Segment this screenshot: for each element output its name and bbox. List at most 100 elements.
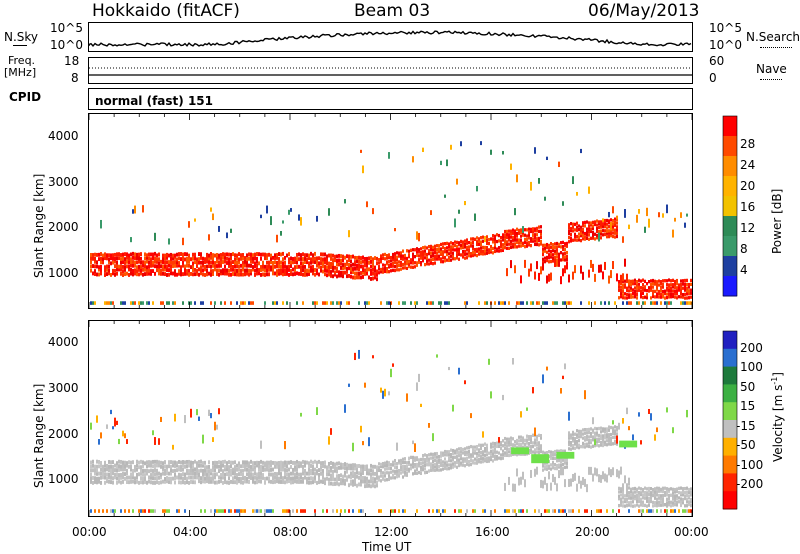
power-echo-cell xyxy=(192,272,194,277)
velocity-scatter-cell xyxy=(650,413,652,421)
velocity-echo-cell xyxy=(356,464,358,469)
velocity-echo-cell xyxy=(374,477,376,482)
velocity-echo-cell xyxy=(110,480,112,485)
velocity-echo-cell xyxy=(310,459,312,464)
velocity-ground-cell xyxy=(494,509,496,513)
velocity-lower-band-cell xyxy=(556,483,558,492)
velocity-echo-cell xyxy=(358,471,360,476)
power-echo-cell xyxy=(356,255,358,260)
power-echo-cell xyxy=(290,256,292,261)
velocity-echo-cell xyxy=(152,480,154,485)
velocity-echo-cell xyxy=(262,465,264,470)
velocity-echo-cell xyxy=(394,471,396,476)
power-ground-cell xyxy=(484,301,486,305)
power-echo-cell xyxy=(124,261,126,265)
power-echo-cell xyxy=(596,227,598,231)
velocity-echo-cell xyxy=(264,463,266,468)
power-echo-cell xyxy=(138,267,140,272)
velocity-scatter-cell xyxy=(594,439,596,446)
power-lower-band-cell xyxy=(548,273,550,282)
velocity-echo-cell xyxy=(360,482,362,487)
velocity-ground-cell xyxy=(288,509,290,513)
velocity-echo-cell xyxy=(404,467,406,471)
velocity-echo-cell xyxy=(436,465,438,469)
power-ground-cell xyxy=(244,301,246,305)
velocity-echo-cell xyxy=(646,504,648,508)
power-echo-cell xyxy=(564,258,566,262)
power-echo-cell xyxy=(198,252,200,257)
velocity-echo-cell xyxy=(276,464,278,469)
velocity-echo-cell xyxy=(294,465,296,470)
power-ground-cell xyxy=(274,301,276,305)
power-echo-cell xyxy=(348,258,350,263)
power-echo-cell xyxy=(448,248,450,252)
velocity-echo-cell xyxy=(248,479,250,484)
velocity-echo-cell xyxy=(422,464,424,469)
power-echo-cell xyxy=(120,271,122,276)
power-echo-cell xyxy=(526,241,528,245)
velocity-echo-cell xyxy=(128,460,130,465)
power-lower-band-cell xyxy=(510,260,512,269)
power-echo-cell xyxy=(424,245,426,249)
power-echo-cell xyxy=(242,272,244,277)
velocity-scatter-cell xyxy=(100,432,102,439)
power-echo-cell xyxy=(162,257,164,261)
velocity-echo-cell xyxy=(646,493,648,498)
power-echo-cell xyxy=(326,257,328,262)
power-echo-cell xyxy=(672,294,674,299)
velocity-echo-cell xyxy=(286,468,288,473)
power-echo-cell xyxy=(352,262,354,267)
velocity-ground-cell xyxy=(244,509,246,513)
velocity-echo-cell xyxy=(668,500,670,504)
power-echo-cell xyxy=(212,260,214,265)
velocity-echo-cell xyxy=(464,447,466,451)
power-echo-cell xyxy=(120,264,122,269)
power-echo-cell xyxy=(566,250,568,255)
velocity-echo-cell xyxy=(458,458,460,462)
velocity-echo-cell xyxy=(366,467,368,472)
power-echo-cell xyxy=(280,271,282,276)
velocity-ground-cell xyxy=(220,509,222,513)
power-lower-band-cell xyxy=(622,273,624,282)
power-echo-cell xyxy=(530,243,532,248)
power-echo-cell xyxy=(172,260,174,265)
power-scatter-cell xyxy=(510,163,512,170)
velocity-echo-cell xyxy=(332,473,334,478)
power-echo-cell xyxy=(380,270,382,274)
velocity-lower-band-cell xyxy=(600,474,602,483)
power-echo-cell xyxy=(448,245,450,249)
power-echo-cell xyxy=(92,253,94,257)
power-echo-cell xyxy=(550,245,552,249)
power-ytick-4000: 4000 xyxy=(48,129,79,143)
velocity-echo-cell xyxy=(224,464,226,469)
power-echo-cell xyxy=(586,233,588,237)
velocity-echo-cell xyxy=(238,479,240,484)
power-echo-cell xyxy=(388,270,390,274)
velocity-echo-cell xyxy=(412,455,414,460)
velocity-echo-cell xyxy=(646,499,648,503)
velocity-scatter-cell xyxy=(526,407,528,411)
velocity-echo-cell xyxy=(502,449,504,453)
power-ground-cell xyxy=(502,301,504,305)
velocity-echo-cell xyxy=(602,440,604,444)
power-echo-cell xyxy=(536,229,538,233)
velocity-echo-cell xyxy=(266,464,268,469)
power-echo-cell xyxy=(274,260,276,265)
nsky-label: N.Sky xyxy=(4,30,39,44)
velocity-echo-cell xyxy=(584,427,586,432)
velocity-echo-cell xyxy=(590,434,592,439)
velocity-echo-cell xyxy=(268,460,270,465)
velocity-echo-cell xyxy=(640,492,642,497)
power-echo-cell xyxy=(442,260,444,264)
power-echo-cell xyxy=(550,241,552,246)
power-echo-cell xyxy=(94,259,96,264)
power-echo-cell xyxy=(612,222,614,226)
velocity-echo-cell xyxy=(582,428,584,432)
velocity-echo-cell xyxy=(262,468,264,472)
power-echo-cell xyxy=(406,262,408,266)
velocity-echo-cell xyxy=(314,475,316,480)
velocity-echo-cell xyxy=(484,453,486,457)
power-echo-cell xyxy=(670,292,672,296)
power-echo-cell xyxy=(334,254,336,259)
power-echo-cell xyxy=(428,258,430,262)
